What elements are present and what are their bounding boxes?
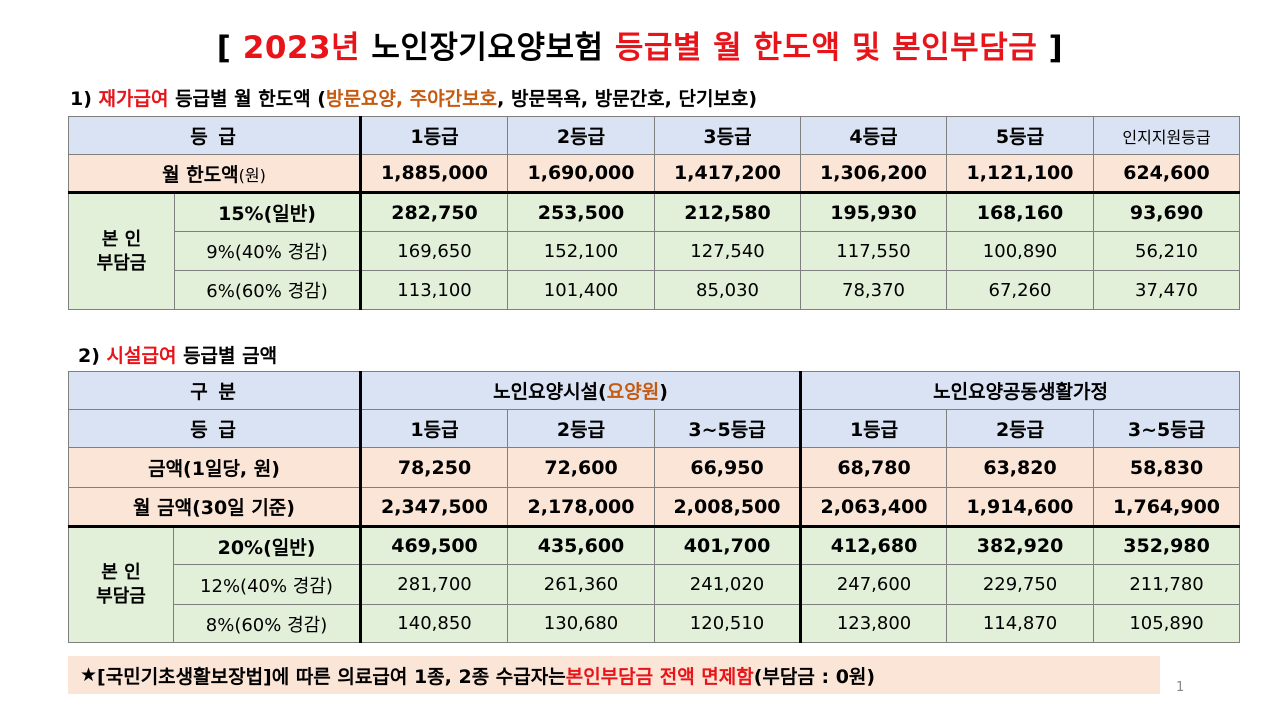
copay-rate: 9%(40% 경감) <box>175 232 361 271</box>
copay-cell: 140,850 <box>361 605 508 643</box>
copay-cell: 152,100 <box>508 232 655 271</box>
daily-cell: 66,950 <box>655 448 801 488</box>
monthly-limit-label: 월 한도액(원) <box>69 155 361 193</box>
facility-care-table: 구 분 노인요양시설(요양원) 노인요양공동생활가정 등 급 1등급 2등급 3… <box>68 371 1240 643</box>
category-header-label: 구 분 <box>69 372 361 410</box>
limit-cell: 1,121,100 <box>947 155 1094 193</box>
grade-header: 4등급 <box>801 117 947 155</box>
grade-header: 인지지원등급 <box>1094 117 1240 155</box>
copay-cell: 412,680 <box>801 527 947 565</box>
limit-cell: 1,690,000 <box>508 155 655 193</box>
grade-header: 5등급 <box>947 117 1094 155</box>
copay-cell: 100,890 <box>947 232 1094 271</box>
grade-header-label: 등 급 <box>69 117 361 155</box>
copay-rate: 8%(60% 경감) <box>174 605 361 643</box>
daily-cell: 78,250 <box>361 448 508 488</box>
copay-cell: 281,700 <box>361 565 508 605</box>
limit-cell: 1,306,200 <box>801 155 947 193</box>
copay-cell: 130,680 <box>508 605 655 643</box>
grade-header: 3~5등급 <box>655 410 801 448</box>
limit-cell: 1,885,000 <box>361 155 508 193</box>
copay-cell: 105,890 <box>1094 605 1240 643</box>
copay-cell: 78,370 <box>801 271 947 310</box>
copay-cell: 261,360 <box>508 565 655 605</box>
copay-cell: 114,870 <box>947 605 1094 643</box>
copay-cell: 212,580 <box>655 193 801 232</box>
copay-cell: 229,750 <box>947 565 1094 605</box>
grade-header: 3등급 <box>655 117 801 155</box>
copay-cell: 127,540 <box>655 232 801 271</box>
daily-cell: 68,780 <box>801 448 947 488</box>
grade-header: 2등급 <box>508 117 655 155</box>
monthly-amount-label: 월 금액(30일 기준) <box>69 488 361 527</box>
copay-rate: 15%(일반) <box>175 193 361 232</box>
copay-cell: 195,930 <box>801 193 947 232</box>
daily-cell: 58,830 <box>1094 448 1240 488</box>
copay-cell: 352,980 <box>1094 527 1240 565</box>
grade-header: 3~5등급 <box>1094 410 1240 448</box>
grade-header-label: 등 급 <box>69 410 361 448</box>
copay-rate: 12%(40% 경감) <box>174 565 361 605</box>
copay-cell: 56,210 <box>1094 232 1240 271</box>
copay-label: 본 인 부담금 <box>69 527 174 643</box>
limit-cell: 624,600 <box>1094 155 1240 193</box>
copay-cell: 120,510 <box>655 605 801 643</box>
copay-rate: 6%(60% 경감) <box>175 271 361 310</box>
copay-cell: 101,400 <box>508 271 655 310</box>
limit-cell: 1,417,200 <box>655 155 801 193</box>
grade-header: 2등급 <box>508 410 655 448</box>
section2-heading: 2) 시설급여 등급별 금액 <box>78 341 277 368</box>
grade-header: 1등급 <box>361 117 508 155</box>
home-care-table: 등 급 1등급 2등급 3등급 4등급 5등급 인지지원등급 월 한도액(원) … <box>68 116 1240 310</box>
grade-header: 1등급 <box>801 410 947 448</box>
copay-cell: 401,700 <box>655 527 801 565</box>
copay-cell: 211,780 <box>1094 565 1240 605</box>
copay-rate: 20%(일반) <box>174 527 361 565</box>
facility-b-header: 노인요양공동생활가정 <box>801 372 1240 410</box>
page-title: [ 2023년 노인장기요양보험 등급별 월 한도액 및 본인부담금 ] <box>0 22 1280 67</box>
section1-heading: 1) 재가급여 등급별 월 한도액 (방문요양, 주야간보호, 방문목욕, 방문… <box>70 84 757 111</box>
copay-cell: 117,550 <box>801 232 947 271</box>
star-icon: ★ <box>80 664 97 686</box>
exemption-note: ★ [국민기초생활보장법]에 따른 의료급여 1종, 2종 수급자는 본인부담금 … <box>68 656 1160 694</box>
monthly-cell: 2,347,500 <box>361 488 508 527</box>
copay-cell: 168,160 <box>947 193 1094 232</box>
daily-amount-label: 금액(1일당, 원) <box>69 448 361 488</box>
daily-cell: 63,820 <box>947 448 1094 488</box>
copay-cell: 282,750 <box>361 193 508 232</box>
grade-header: 1등급 <box>361 410 508 448</box>
page-number: 1 <box>1176 680 1184 695</box>
monthly-cell: 1,914,600 <box>947 488 1094 527</box>
copay-cell: 241,020 <box>655 565 801 605</box>
copay-cell: 123,800 <box>801 605 947 643</box>
facility-a-header: 노인요양시설(요양원) <box>361 372 801 410</box>
copay-cell: 113,100 <box>361 271 508 310</box>
monthly-cell: 1,764,900 <box>1094 488 1240 527</box>
copay-cell: 93,690 <box>1094 193 1240 232</box>
copay-cell: 85,030 <box>655 271 801 310</box>
copay-cell: 253,500 <box>508 193 655 232</box>
copay-cell: 169,650 <box>361 232 508 271</box>
copay-cell: 37,470 <box>1094 271 1240 310</box>
monthly-cell: 2,008,500 <box>655 488 801 527</box>
copay-cell: 435,600 <box>508 527 655 565</box>
monthly-cell: 2,063,400 <box>801 488 947 527</box>
monthly-cell: 2,178,000 <box>508 488 655 527</box>
copay-cell: 247,600 <box>801 565 947 605</box>
copay-label: 본 인 부담금 <box>69 193 175 310</box>
daily-cell: 72,600 <box>508 448 655 488</box>
copay-cell: 469,500 <box>361 527 508 565</box>
copay-cell: 382,920 <box>947 527 1094 565</box>
grade-header: 2등급 <box>947 410 1094 448</box>
copay-cell: 67,260 <box>947 271 1094 310</box>
